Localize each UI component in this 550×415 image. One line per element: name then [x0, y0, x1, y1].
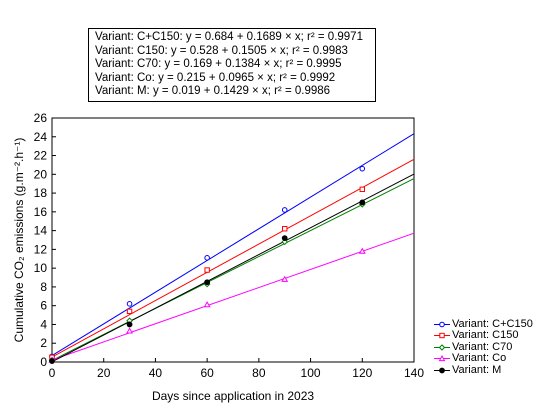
legend-label-c150: Variant: C150	[452, 329, 519, 342]
legend-label-co: Variant: Co	[452, 352, 507, 365]
x-tick-label: 80	[252, 366, 266, 380]
data-point-series-0	[204, 255, 210, 261]
fit-line-series-1	[51, 158, 415, 358]
y-tick-label: 6	[40, 299, 47, 313]
y-tick-label: 0	[40, 355, 47, 369]
equation-c70: Variant: C70: y = 0.169 + 0.1384 × x; r²…	[95, 58, 342, 71]
legend-label-c-c150: Variant: C+C150	[452, 318, 533, 330]
y-tick-label: 12	[34, 242, 48, 256]
y-tick-label: 20	[34, 167, 48, 181]
y-axis-label: Cumulative CO₂ emissions (g.m⁻².h⁻¹)	[12, 138, 26, 343]
legend-label-c70: Variant: C70	[452, 340, 513, 353]
data-point-series-0	[359, 165, 366, 172]
equation-co: Variant: Co: y = 0.215 + 0.0965 × x; r² …	[95, 71, 336, 84]
legend-swatch-m	[434, 367, 450, 373]
data-point-series-3	[203, 301, 211, 308]
y-tick-label: 10	[34, 261, 48, 275]
y-tick-label: 22	[34, 149, 48, 163]
data-markers	[48, 165, 366, 364]
legend-swatch-c150	[434, 333, 450, 339]
data-point-series-1	[359, 186, 365, 193]
x-tick-label: 100	[301, 366, 321, 380]
axis-ticks: 0 20 40 60 80 100 120 1400246810121416182022242…	[34, 111, 425, 380]
legend-swatch-co	[434, 355, 450, 362]
data-point-series-0	[281, 207, 288, 213]
data-point-series-1	[282, 226, 288, 232]
y-tick-label: 14	[34, 224, 48, 238]
equation-box: Variant: C+C150: y = 0.684 + 0.1689 × x;…	[88, 28, 376, 102]
data-point-series-0	[126, 301, 133, 307]
fit-lines	[51, 133, 415, 363]
legend-swatch-c70	[434, 344, 450, 351]
data-point-series-3	[358, 247, 366, 254]
data-point-series-1	[126, 308, 133, 315]
x-tick-label: 40	[149, 366, 163, 380]
fit-line-series-0	[51, 133, 415, 357]
y-tick-label: 24	[34, 130, 48, 144]
equation-m: Variant: M: y = 0.019 + 0.1429 × x; r² =…	[95, 85, 331, 98]
data-point-series-4	[126, 321, 133, 328]
equation-c-c150: Variant: C+C150: y = 0.684 + 0.1689 × x;…	[95, 31, 363, 43]
y-tick-label: 8	[40, 280, 47, 294]
equation-c150: Variant: C150: y = 0.528 + 0.1505 × x; r…	[95, 44, 348, 57]
data-point-series-4	[281, 235, 288, 242]
x-tick-label: 0	[49, 366, 56, 380]
data-point-series-4	[204, 279, 211, 286]
data-point-series-4	[359, 199, 366, 206]
x-tick-label: 120	[352, 366, 372, 380]
fit-line-series-3	[51, 232, 415, 361]
legend-label-m: Variant: M	[452, 363, 502, 376]
y-tick-label: 4	[40, 317, 47, 331]
fit-line-series-4	[51, 173, 415, 363]
plot-frame	[51, 117, 415, 363]
data-point-series-3	[126, 327, 134, 334]
y-tick-label: 16	[34, 205, 48, 219]
x-tick-label: 20	[97, 366, 111, 380]
y-tick-label: 2	[40, 336, 47, 350]
y-tick-label: 18	[34, 186, 48, 200]
x-tick-label: 60	[200, 366, 214, 380]
data-point-series-3	[281, 275, 289, 282]
data-point-series-1	[204, 267, 210, 273]
x-tick-label: 140	[404, 366, 424, 380]
x-axis-label: Days since application in 2023	[152, 389, 314, 403]
legend-swatch-c-c150	[434, 321, 450, 328]
y-tick-label: 26	[34, 111, 48, 125]
data-point-series-4	[49, 358, 55, 364]
